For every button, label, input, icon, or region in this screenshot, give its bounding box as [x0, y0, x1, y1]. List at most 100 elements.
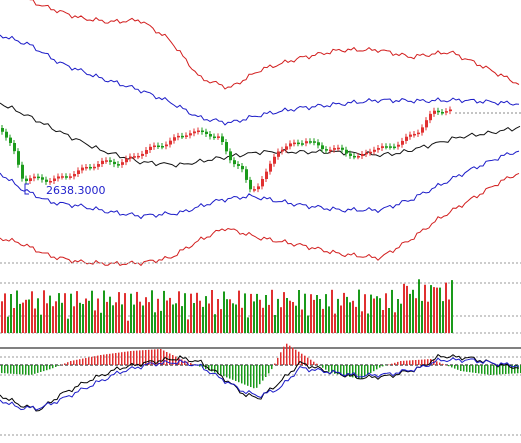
candle-body — [261, 179, 264, 187]
macd-histogram-bar — [448, 365, 450, 367]
volume-bar — [268, 304, 270, 333]
volume-bar — [376, 296, 378, 333]
macd-histogram-bar — [343, 365, 345, 376]
volume-bar — [85, 298, 87, 333]
macd-histogram-bar — [112, 353, 114, 365]
volume-bar — [313, 299, 315, 333]
candle-body — [237, 164, 240, 166]
candle-body — [329, 149, 332, 152]
volume-bar — [325, 294, 327, 333]
macd-histogram-bar — [376, 365, 378, 370]
volume-bar — [151, 290, 153, 333]
macd-histogram-bar — [61, 364, 63, 366]
volume-bar — [409, 293, 411, 333]
volume-bar — [166, 300, 168, 333]
volume-bar — [199, 300, 201, 333]
macd-histogram-bar — [379, 365, 381, 368]
macd-histogram-bar — [436, 361, 438, 365]
macd-histogram-bar — [409, 360, 411, 365]
volume-bar — [379, 298, 381, 333]
macd-histogram-bar — [82, 358, 84, 365]
candle-body — [137, 155, 140, 158]
volume-bar — [229, 299, 231, 333]
macd-histogram-bar — [40, 365, 42, 372]
macd-histogram-bar — [55, 365, 57, 367]
volume-bar — [139, 301, 141, 333]
volume-bar — [130, 293, 132, 333]
macd-histogram-bar — [163, 350, 165, 365]
macd-histogram-bar — [265, 365, 267, 377]
candle-body — [317, 142, 320, 146]
candle-body — [5, 131, 8, 138]
candle-body — [233, 160, 236, 165]
candle-body — [49, 180, 52, 183]
macd-histogram-bar — [13, 365, 15, 374]
volume-bar — [253, 301, 255, 333]
volume-bar — [154, 312, 156, 333]
candle-body — [145, 150, 148, 154]
volume-bar — [310, 294, 312, 333]
volume-bar — [445, 282, 447, 333]
volume-bar — [373, 298, 375, 333]
candle-body — [177, 135, 180, 138]
macd-histogram-bar — [442, 363, 444, 365]
volume-bar — [406, 285, 408, 333]
macd-histogram-bar — [352, 365, 354, 378]
candle-body — [65, 176, 68, 178]
price-panel — [0, 0, 521, 267]
candle-body — [41, 177, 44, 180]
macd-histogram-bar — [484, 365, 486, 375]
volume-bar — [64, 293, 66, 333]
macd-histogram-bar — [28, 365, 30, 375]
macd-histogram-bar — [199, 365, 201, 367]
candle-body — [405, 136, 408, 141]
volume-bar — [148, 302, 150, 333]
macd-histogram-bar — [97, 355, 99, 365]
macd-histogram-bar — [142, 350, 144, 365]
candle-body — [437, 110, 440, 113]
volume-bar — [169, 297, 171, 333]
candle-body — [69, 176, 72, 178]
volume-bar — [247, 317, 249, 333]
volume-bar — [331, 289, 333, 333]
volume-bar — [298, 290, 300, 333]
volume-bar — [400, 303, 402, 333]
macd-histogram-bar — [277, 357, 279, 365]
volume-bar — [202, 306, 204, 333]
macd-histogram-bar — [34, 365, 36, 374]
macd-histogram-bar — [337, 365, 339, 375]
macd-histogram-bar — [439, 362, 441, 365]
candle-body — [333, 148, 336, 150]
volume-bar — [244, 293, 246, 333]
volume-bar — [4, 293, 6, 333]
candle-body — [289, 143, 292, 147]
volume-bar — [106, 301, 108, 333]
macd-histogram-bar — [427, 359, 429, 365]
macd-histogram-bar — [415, 360, 417, 365]
macd-histogram-bar — [295, 349, 297, 365]
volume-bar — [238, 290, 240, 333]
candle-body — [321, 145, 324, 150]
volume-bar — [403, 283, 405, 333]
macd-histogram-bar — [508, 365, 510, 374]
macd-dif-line — [0, 353, 520, 412]
volume-bar — [7, 316, 9, 333]
volume-bar — [385, 293, 387, 333]
candle-body — [9, 137, 12, 143]
volume-bar — [289, 300, 291, 333]
candle-body — [269, 163, 272, 172]
macd-histogram-bar — [418, 359, 420, 365]
volume-bar — [88, 300, 90, 333]
inner-band-upper — [0, 34, 520, 126]
macd-histogram-bar — [472, 365, 474, 373]
candle-body — [29, 178, 32, 182]
volume-bar — [439, 287, 441, 333]
volume-bar — [55, 301, 57, 333]
volume-bar — [442, 301, 444, 333]
volume-bar — [391, 289, 393, 333]
macd-histogram-bar — [496, 365, 498, 375]
macd-histogram-bar — [445, 365, 447, 366]
volume-bar — [121, 304, 123, 333]
macd-histogram-bar — [412, 360, 414, 365]
candle-body — [197, 130, 200, 133]
